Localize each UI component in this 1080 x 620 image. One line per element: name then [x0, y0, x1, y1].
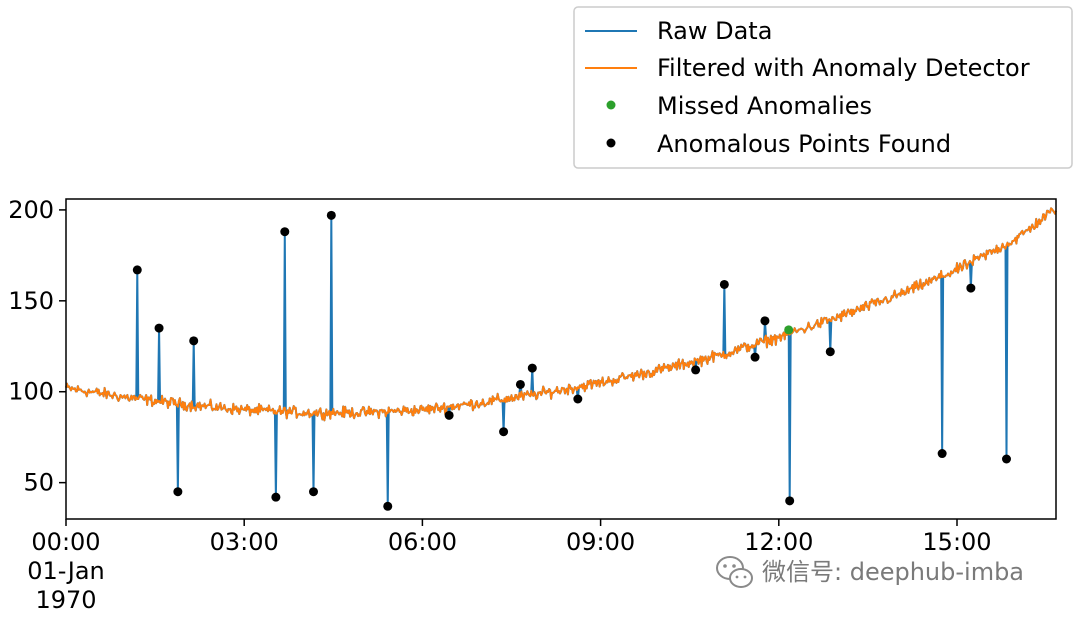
- anomalous-point-marker: [326, 210, 336, 220]
- anomalous-point-marker: [785, 496, 795, 506]
- anomalous-point-marker: [280, 227, 290, 237]
- x-tick-label: 09:00: [566, 528, 635, 556]
- anomalous-point-marker: [760, 316, 770, 326]
- filtered-data-layer: [65, 207, 1057, 422]
- y-tick-label: 50: [23, 469, 54, 497]
- legend-label-anomalous-points: Anomalous Points Found: [657, 130, 951, 158]
- anomalous-point-marker: [825, 347, 835, 357]
- y-tick-label: 150: [8, 287, 54, 315]
- anomalous-point-marker: [515, 379, 525, 389]
- anomalous-point-marker: [154, 323, 164, 333]
- x-tick-label: 00:00: [31, 528, 100, 556]
- watermark-text: 微信号: deephub-imba: [762, 558, 1024, 586]
- anomalous-point-marker: [691, 365, 701, 375]
- legend-label-filtered: Filtered with Anomaly Detector: [657, 54, 1030, 82]
- anomalous-point-marker: [444, 410, 454, 420]
- anomalous-point-marker: [750, 352, 760, 362]
- anomalous-point-marker: [271, 492, 281, 502]
- y-tick-label: 100: [8, 378, 54, 406]
- anomalous-point-marker: [309, 487, 318, 497]
- anomalous-point-marker: [573, 394, 583, 404]
- y-axis: 50 100 150 200: [8, 196, 66, 497]
- markers-layer: [132, 210, 1011, 511]
- anomalous-point-marker: [383, 501, 393, 511]
- plot-area: [65, 198, 1057, 520]
- x-tick-label: 01-Jan: [27, 557, 105, 585]
- raw-data-layer: [65, 207, 1057, 508]
- x-tick-label: 03:00: [210, 528, 279, 556]
- anomalous-point-marker: [189, 336, 199, 346]
- x-tick-label: 1970: [35, 586, 96, 614]
- legend-entry-anomalous-points: Anomalous Points Found: [606, 130, 951, 158]
- legend: Raw Data Filtered with Anomaly Detector …: [573, 6, 1073, 169]
- legend-entry-missed-anomalies: Missed Anomalies: [606, 92, 872, 120]
- legend-marker-anomalous-points: [606, 138, 616, 148]
- anomalous-point-marker: [173, 487, 183, 497]
- wechat-icon: [716, 556, 753, 588]
- anomalous-point-marker: [937, 449, 947, 459]
- anomalous-point-marker: [719, 279, 729, 289]
- anomalous-point-marker: [1002, 454, 1011, 464]
- raw-data-line: [65, 207, 1057, 508]
- y-tick-label: 200: [8, 196, 54, 224]
- watermark: 微信号: deephub-imba: [716, 556, 1024, 588]
- anomalous-point-marker: [966, 283, 976, 293]
- anomalous-point-marker: [527, 363, 537, 373]
- legend-marker-missed-anomalies: [606, 100, 616, 110]
- x-tick-label: 12:00: [744, 528, 813, 556]
- axes-frame: [65, 198, 1057, 520]
- filtered-data-line: [65, 207, 1057, 422]
- legend-label-missed-anomalies: Missed Anomalies: [657, 92, 872, 120]
- anomalous-point-marker: [499, 427, 509, 437]
- x-tick-label: 15:00: [922, 528, 991, 556]
- legend-box: [573, 6, 1073, 169]
- missed-anomaly-marker: [784, 325, 794, 335]
- anomalous-point-marker: [132, 265, 142, 275]
- x-tick-label: 06:00: [388, 528, 457, 556]
- legend-label-raw-data: Raw Data: [657, 17, 772, 45]
- legend-entry-raw-data: Raw Data: [585, 17, 772, 45]
- legend-entry-filtered: Filtered with Anomaly Detector: [585, 54, 1030, 82]
